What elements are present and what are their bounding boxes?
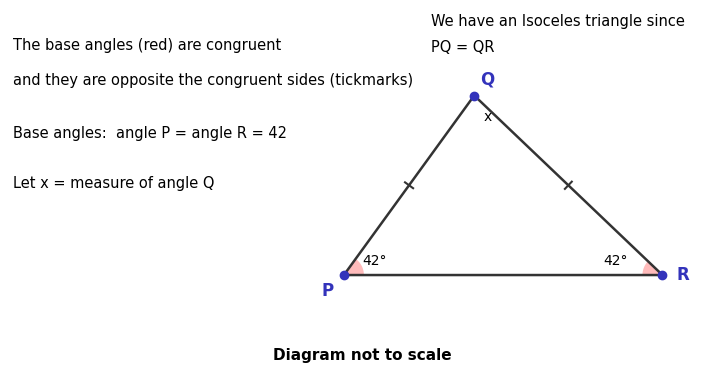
- Text: 42°: 42°: [362, 254, 387, 268]
- Text: 42°: 42°: [603, 254, 628, 268]
- Text: x: x: [483, 110, 492, 123]
- Text: P: P: [322, 282, 334, 300]
- Text: The base angles (red) are congruent: The base angles (red) are congruent: [13, 38, 282, 53]
- Text: We have an Isoceles triangle since: We have an Isoceles triangle since: [431, 13, 685, 29]
- Text: Diagram not to scale: Diagram not to scale: [273, 348, 451, 363]
- Text: R: R: [676, 266, 689, 284]
- Polygon shape: [642, 261, 662, 275]
- Text: Base angles:  angle P = angle R = 42: Base angles: angle P = angle R = 42: [13, 126, 287, 141]
- Text: Q: Q: [480, 70, 494, 89]
- Polygon shape: [344, 259, 364, 275]
- Text: and they are opposite the congruent sides (tickmarks): and they are opposite the congruent side…: [13, 73, 413, 88]
- Text: PQ = QR: PQ = QR: [431, 40, 494, 55]
- Text: Let x = measure of angle Q: Let x = measure of angle Q: [13, 176, 214, 191]
